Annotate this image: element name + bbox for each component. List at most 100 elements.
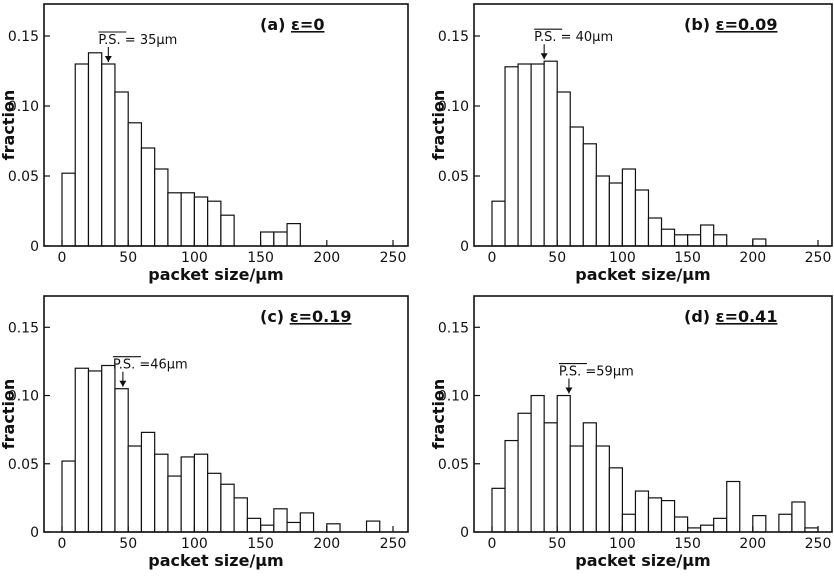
histogram-bar bbox=[582, 143, 597, 247]
histogram-bar bbox=[713, 234, 728, 247]
histogram-bar bbox=[154, 453, 169, 533]
histogram-bar bbox=[233, 497, 248, 533]
histogram-bar bbox=[621, 168, 637, 247]
histogram-bar bbox=[167, 475, 182, 533]
histogram-bar bbox=[647, 217, 663, 247]
plot-frame bbox=[473, 3, 833, 247]
y-tick-label: 0 bbox=[460, 239, 469, 255]
x-axis-label: packet size/μm bbox=[148, 265, 283, 284]
histogram-bar bbox=[700, 524, 715, 533]
histogram-bar bbox=[127, 445, 143, 533]
histogram-bar bbox=[260, 524, 275, 533]
mean-arrow-head bbox=[565, 387, 573, 394]
histogram-bar bbox=[530, 394, 545, 533]
x-tick-label: 200 bbox=[739, 250, 766, 266]
mean-packet-size-label: P.S. =59μm bbox=[559, 365, 634, 380]
x-tick-label: 0 bbox=[58, 536, 67, 552]
y-tick-label: 0.15 bbox=[438, 29, 469, 45]
panel-letter: (d) bbox=[684, 307, 716, 326]
histogram-bar bbox=[569, 126, 584, 247]
y-tick-label: 0.15 bbox=[8, 320, 39, 336]
y-tick-label: 0.10 bbox=[8, 389, 39, 405]
panel-title: (d) ε=0.41 bbox=[684, 307, 777, 326]
histogram-bar bbox=[660, 228, 676, 247]
histogram-bar bbox=[101, 63, 116, 247]
x-tick-label: 150 bbox=[247, 536, 274, 552]
y-tick-label: 0 bbox=[30, 525, 39, 541]
histogram-bar bbox=[686, 234, 702, 247]
x-tick-label: 100 bbox=[181, 250, 208, 266]
histogram-bar bbox=[273, 508, 288, 533]
strain-value: ε=0.41 bbox=[716, 307, 778, 326]
histogram-bar bbox=[207, 472, 222, 533]
x-tick-label: 200 bbox=[313, 250, 340, 266]
x-tick-label: 0 bbox=[488, 536, 497, 552]
y-tick-label: 0.05 bbox=[8, 457, 39, 473]
histogram-bar bbox=[660, 500, 676, 533]
histogram-bar bbox=[595, 445, 610, 533]
strain-value: ε=0.19 bbox=[290, 307, 352, 326]
histogram-bar bbox=[61, 460, 76, 533]
histogram-bar bbox=[114, 91, 129, 247]
panel-b: 0 50 100 150 200 250 0 0.05 0.10 0.15 packet size/… bbox=[429, 3, 833, 284]
histogram-bar bbox=[700, 224, 715, 247]
mean-packet-size-label: P.S. = 40μm bbox=[534, 30, 613, 45]
histogram-bar bbox=[491, 200, 506, 247]
x-tick-label: 250 bbox=[805, 250, 832, 266]
histogram-bar bbox=[621, 513, 637, 533]
mean-packet-size-label: P.S. =46μm bbox=[113, 358, 188, 373]
histogram-bar bbox=[543, 60, 558, 247]
histogram-bar bbox=[286, 521, 301, 533]
panel-title: (c) ε=0.19 bbox=[260, 307, 351, 326]
y-tick-label: 0 bbox=[30, 239, 39, 255]
histogram-bar bbox=[286, 223, 301, 247]
mean-arrow-head bbox=[119, 380, 127, 387]
x-tick-label: 50 bbox=[548, 536, 566, 552]
histogram-bar bbox=[582, 422, 597, 533]
histogram-bar bbox=[608, 182, 623, 247]
histogram-bar bbox=[517, 412, 532, 533]
x-tick-label: 100 bbox=[181, 536, 208, 552]
x-axis-label: packet size/μm bbox=[148, 551, 283, 570]
y-tick-label: 0.10 bbox=[438, 389, 469, 405]
x-tick-label: 250 bbox=[805, 536, 832, 552]
y-axis-label: fraction bbox=[429, 379, 448, 450]
y-tick-label: 0.10 bbox=[8, 99, 39, 115]
x-tick-label: 100 bbox=[609, 250, 636, 266]
plot-frame bbox=[473, 295, 833, 533]
x-tick-label: 150 bbox=[674, 536, 701, 552]
x-tick-label: 50 bbox=[119, 536, 137, 552]
histogram-bar bbox=[246, 517, 262, 533]
histogram-bar bbox=[543, 422, 558, 533]
x-tick-label: 150 bbox=[674, 250, 701, 266]
panel-d: 0 50 100 150 200 250 0 0.05 0.10 0.15 packet size/… bbox=[429, 295, 833, 570]
panel-a: 0 50 100 150 200 250 0 0.05 0.10 0.15 packet size/… bbox=[0, 3, 409, 284]
panel-title: (b) ε=0.09 bbox=[684, 15, 777, 34]
histogram-bar bbox=[127, 122, 143, 247]
histogram-bar bbox=[273, 231, 288, 247]
histogram-bar bbox=[608, 467, 623, 533]
strain-value: ε=0.09 bbox=[716, 15, 778, 34]
histogram-bar bbox=[778, 513, 793, 533]
histogram-bar bbox=[193, 196, 209, 247]
histogram-bar bbox=[504, 66, 519, 247]
panel-title: (a) ε=0 bbox=[260, 15, 324, 34]
plot-frame bbox=[43, 295, 409, 533]
x-tick-label: 150 bbox=[247, 250, 274, 266]
x-axis-label: packet size/μm bbox=[575, 551, 710, 570]
histogram-bar bbox=[101, 364, 116, 533]
histogram-bar bbox=[87, 370, 103, 533]
histogram-bar bbox=[726, 480, 741, 533]
mean-packet-size-label: P.S. = 35μm bbox=[98, 33, 177, 48]
histogram-bar bbox=[74, 63, 90, 247]
histogram-bar bbox=[365, 520, 381, 533]
histogram-bar bbox=[167, 192, 182, 247]
histogram-bar bbox=[260, 231, 275, 247]
y-tick-label: 0.05 bbox=[438, 169, 469, 185]
y-tick-label: 0.05 bbox=[438, 457, 469, 473]
mean-arrow-head bbox=[104, 56, 112, 62]
y-axis-label: fraction bbox=[429, 90, 448, 161]
x-tick-label: 250 bbox=[380, 250, 407, 266]
histogram-bar bbox=[569, 445, 584, 533]
panel-letter: (a) bbox=[260, 15, 291, 34]
